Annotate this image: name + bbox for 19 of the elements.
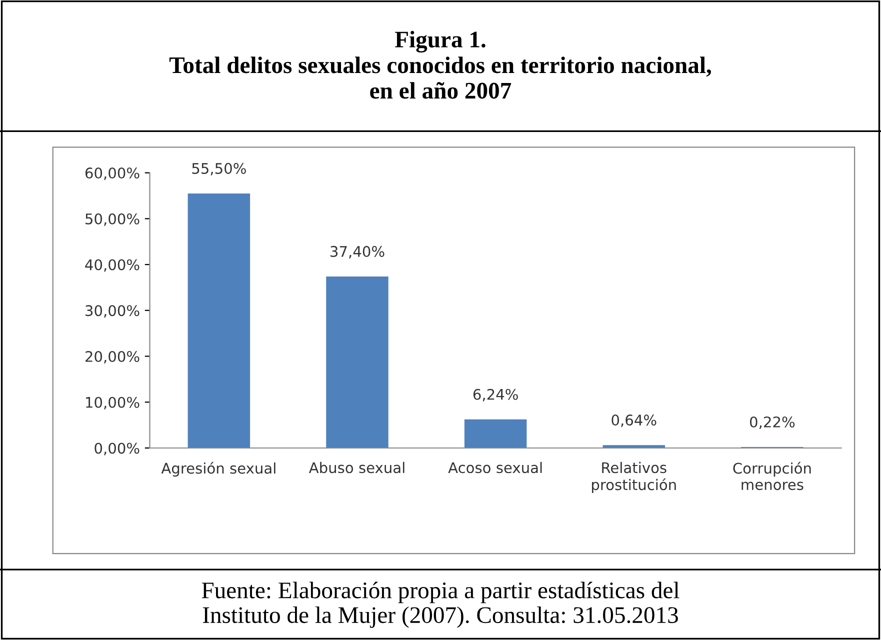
data-label: 37,40% (330, 246, 384, 258)
x-tick-label: Abuso sexual (308, 462, 404, 474)
chart-title: Figura 1. Total delitos sexuales conocidos en territorio nacional, en el año 2007 (169, 30, 712, 99)
y-tick-label: 60,00% (85, 168, 140, 180)
x-tick-label: Acoso sexual (448, 462, 542, 474)
x-tick-label: Relativos prostitución (592, 462, 676, 494)
y-tick-label: 30,00% (86, 305, 140, 318)
y-tick-label: 0,00% (94, 442, 140, 456)
data-label: 0,22% (750, 416, 795, 429)
y-tick-label: 20,00% (86, 350, 140, 364)
y-tick-label: 40,00% (85, 259, 140, 272)
y-tick-label: 50,00% (86, 213, 140, 226)
data-label: 0,64% (612, 414, 656, 428)
x-tick-label: Agresión sexual (161, 462, 276, 477)
y-tick-label: 10,00% (86, 396, 140, 410)
data-label: 6,24% (473, 388, 518, 402)
x-tick-label: Corrupción menores (733, 462, 811, 490)
data-label: 55,50% (192, 162, 246, 176)
source-note: Fuente: Elaboración propia a partir estadísticas del Instituto de la Mujer (2007). Consulta: 31.05.2013 (202, 582, 680, 628)
